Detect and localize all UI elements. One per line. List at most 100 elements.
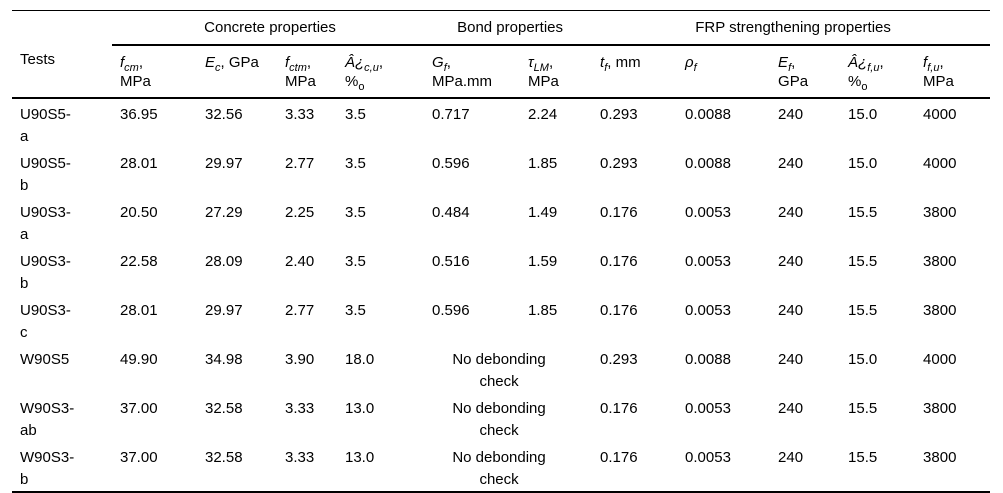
symbol: G <box>432 53 444 71</box>
table-row: W90S5 49.90 34.98 3.90 18.0 No debonding… <box>12 344 990 393</box>
cell-rho-f: 0.0053 <box>685 203 731 221</box>
symbol-subscript: f <box>693 61 697 74</box>
column-header-ec: Ec, GPa <box>197 44 277 99</box>
symbol-tail: , <box>879 53 884 71</box>
cell-ec: 32.58 <box>197 441 277 493</box>
test-name-cell: W90S3- b <box>12 441 112 493</box>
test-name-cell: U90S3- b <box>12 246 112 295</box>
test-name-line2: c <box>20 323 28 341</box>
note-line1: No debonding <box>452 448 546 466</box>
symbol: Â¿ <box>848 53 868 71</box>
symbol-line: tf, mm <box>600 53 673 74</box>
column-header-gf: Gf, MPa.mm <box>424 44 521 99</box>
cell-rho-f: 0.0053 <box>685 399 731 417</box>
symbol: E <box>778 53 789 71</box>
group-header-bond: Bond properties <box>424 10 593 46</box>
test-name-line1: U90S3- <box>20 203 71 221</box>
test-name-line1: W90S3- <box>20 448 75 466</box>
column-header-fctm: fctm, MPa <box>277 44 337 99</box>
test-name-cell: U90S5- b <box>12 148 112 197</box>
unit-line: %o <box>345 72 420 93</box>
cell-rho-f: 0.0053 <box>685 252 731 270</box>
symbol-line: ff,u, <box>923 53 986 74</box>
symbol-subscript: f <box>443 61 447 74</box>
group-header-frp: FRP strengthening properties <box>592 10 991 46</box>
cell-ffu: 3800 <box>923 252 957 270</box>
cell-tau-lm: 2.24 <box>528 105 558 123</box>
unit-line: MPa.mm <box>432 72 516 91</box>
cell-fcm: 28.01 <box>120 301 158 319</box>
cell-fctm: 2.25 <box>285 203 315 221</box>
symbol-line: fctm, <box>285 53 333 74</box>
cell-fctm: 3.33 <box>285 105 315 123</box>
cell-ffu: 4000 <box>923 105 957 123</box>
cell-strain-cu: 3.5 <box>345 105 366 123</box>
cell-fctm: 3.90 <box>285 350 315 368</box>
symbol-subscript: f,u <box>927 61 940 74</box>
test-name-line1: W90S5 <box>20 350 70 368</box>
cell-gf: 0.516 <box>432 252 470 270</box>
properties-table: Tests Concrete properties Bond propertie… <box>12 10 991 493</box>
test-name-line2: b <box>20 176 29 194</box>
symbol-tail: , <box>378 53 384 71</box>
cell-tf: 0.293 <box>600 154 638 172</box>
column-header-fcm: fcm, MPa <box>112 44 197 99</box>
cell-strain-fu: 15.5 <box>848 399 878 417</box>
test-name-line2: a <box>20 225 29 243</box>
cell-tau-lm: 1.85 <box>528 154 558 172</box>
table-row: U90S3- a 20.50 27.29 2.25 3.5 0.484 1.49 … <box>12 197 990 246</box>
cell-ef: 240 <box>770 441 841 493</box>
column-header-ffu: ff,u, MPa <box>915 44 991 99</box>
cell-rho-f: 0.0088 <box>685 154 731 172</box>
symbol-subscript: LM <box>533 61 549 74</box>
table-row: U90S3- c 28.01 29.97 2.77 3.5 0.596 1.85 … <box>12 295 990 344</box>
table-row: U90S3- b 22.58 28.09 2.40 3.5 0.516 1.59 … <box>12 246 990 295</box>
cell-tf: 0.176 <box>600 301 638 319</box>
cell-rho-f: 0.0053 <box>677 441 771 493</box>
unit-line: MPa <box>923 72 986 91</box>
symbol-subscript: f <box>604 61 608 74</box>
symbol-line: Ec, GPa <box>205 53 273 74</box>
cell-fctm: 2.77 <box>285 301 315 319</box>
cell-strain-cu: 13.0 <box>337 441 425 493</box>
bond-note-cell: No debonding check <box>424 393 592 442</box>
test-name-line2: b <box>20 470 29 488</box>
table-row: U90S5- a 36.95 32.56 3.33 3.5 0.717 2.24 … <box>12 98 990 148</box>
cell-ef: 240 <box>778 350 804 368</box>
symbol-tail: , mm <box>607 53 641 71</box>
cell-rho-f: 0.0053 <box>685 301 731 319</box>
unit: MPa.mm <box>432 72 493 90</box>
symbol-subscript: c,u <box>364 61 379 74</box>
test-name-cell: U90S3- c <box>12 295 112 344</box>
cell-fcm: 37.00 <box>120 399 158 417</box>
symbol-tail: , <box>446 53 451 71</box>
unit: MPa <box>923 72 954 90</box>
unit-subscript: o <box>358 80 365 93</box>
test-name-line2: a <box>20 127 29 145</box>
cell-strain-fu: 15.5 <box>848 252 878 270</box>
cell-rho-f: 0.0088 <box>685 105 731 123</box>
cell-ec: 29.97 <box>205 301 243 319</box>
unit: MPa <box>285 72 316 90</box>
bond-note-cell: No debonding check <box>424 344 592 393</box>
cell-strain-fu: 15.5 <box>840 441 916 493</box>
symbol-tail: , <box>939 53 944 71</box>
cell-tf: 0.176 <box>600 252 638 270</box>
cell-ec: 32.56 <box>205 105 243 123</box>
cell-ffu: 4000 <box>923 154 957 172</box>
cell-fctm: 3.33 <box>277 441 337 493</box>
cell-ef: 240 <box>778 301 804 319</box>
symbol: Â¿ <box>345 53 365 71</box>
cell-fcm: 37.00 <box>112 441 197 493</box>
test-name-cell: W90S5 <box>12 344 112 393</box>
symbol-tail: , <box>306 53 312 71</box>
unit: MPa <box>120 72 151 90</box>
symbol-tail: , <box>548 53 554 71</box>
symbol-line: Â¿c,u, <box>345 53 420 74</box>
note-line2: check <box>479 470 519 488</box>
symbol-subscript: cm <box>124 61 139 74</box>
bond-note-cell: No debonding check <box>424 441 593 493</box>
cell-ffu: 3800 <box>923 399 957 417</box>
cell-ef: 240 <box>778 252 804 270</box>
